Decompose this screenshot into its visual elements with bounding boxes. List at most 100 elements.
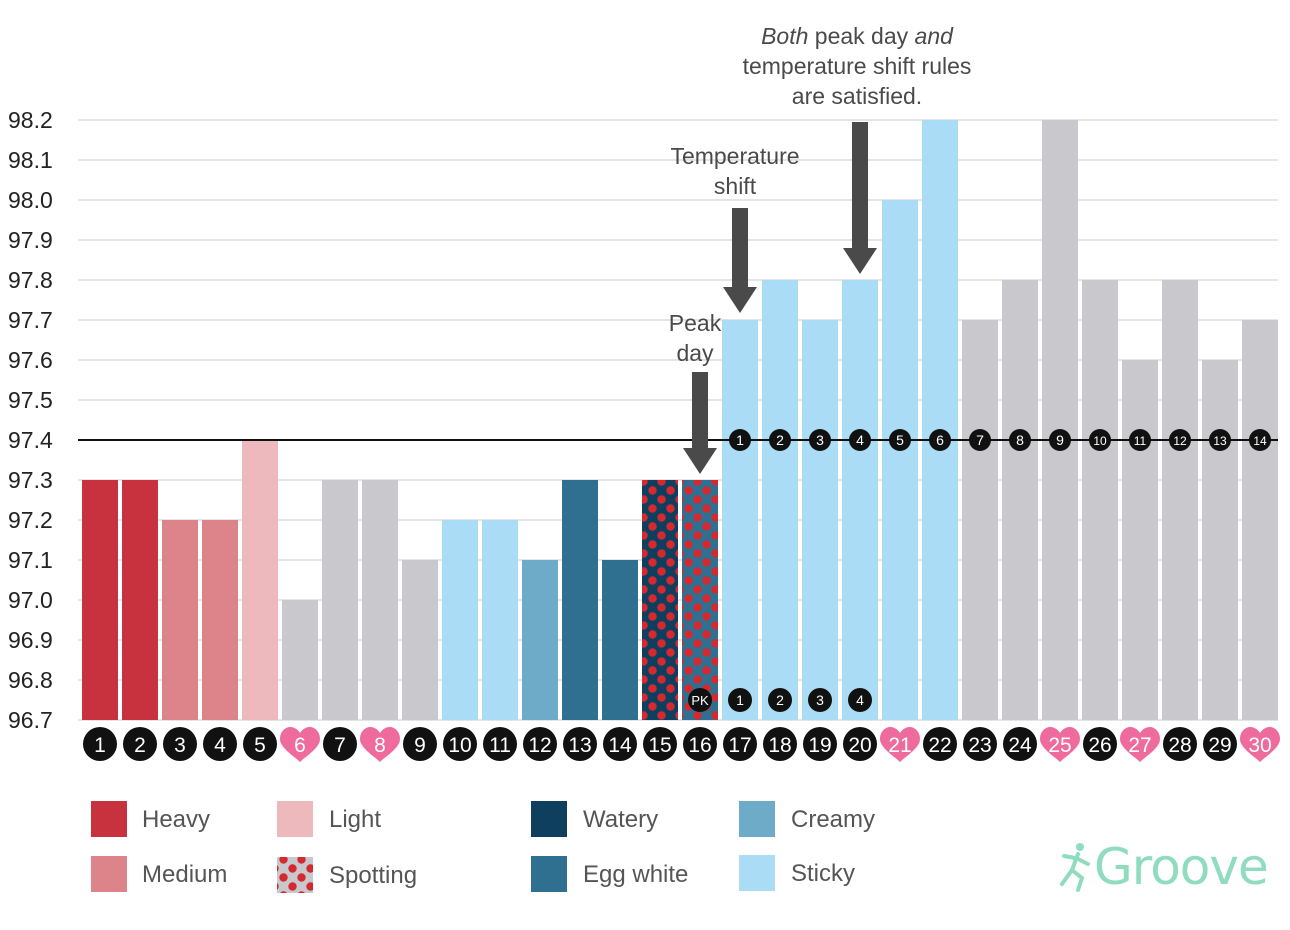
post-peak-count-label: PK: [691, 693, 709, 708]
x-tick-label: 23: [968, 734, 991, 757]
legend-label-spotting: Spotting: [329, 862, 418, 889]
bar-day-20: [842, 280, 878, 720]
day-badge: [1003, 727, 1037, 761]
heart-icon: [1040, 727, 1080, 762]
y-tick-label: 97.2: [8, 507, 53, 533]
coverline-count-label: 4: [856, 432, 864, 448]
x-tick-label: 21: [888, 734, 911, 757]
bar-day-18: [762, 280, 798, 720]
coverline-count-badge: [769, 429, 791, 451]
day-badge: [843, 727, 877, 761]
day-badge: [1203, 727, 1237, 761]
coverline-count-badge: [1049, 429, 1071, 451]
coverline-count-badge: [1249, 429, 1271, 451]
coverline-count-label: 1: [736, 432, 744, 448]
bar-day-5: [242, 440, 278, 720]
coverline-count-label: 10: [1093, 434, 1107, 448]
bar-day-15: [642, 480, 678, 720]
bar-day-25: [1042, 120, 1078, 720]
y-tick-label: 98.1: [8, 147, 53, 173]
legend-swatch-heavy: [91, 801, 127, 837]
peak-day-badge: [688, 688, 712, 712]
coverline-count-label: 5: [896, 432, 904, 448]
annotation-both-rules: Both peak day and temperature shift rule…: [700, 21, 1014, 111]
legend-item-light: Light: [329, 802, 381, 838]
bar-day-12: [522, 560, 558, 720]
day-badge: [1083, 727, 1117, 761]
x-tick-label: 4: [214, 734, 226, 757]
day-badge: [723, 727, 757, 761]
coverline-count-badge: [1089, 429, 1111, 451]
coverline-count-badge: [929, 429, 951, 451]
annotation-arrow-head: [843, 248, 877, 274]
x-tick-label: 1: [94, 734, 106, 757]
y-tick-label: 97.9: [8, 227, 53, 253]
bar-day-23: [962, 320, 998, 720]
legend-label-light: Light: [329, 806, 382, 833]
coverline-count-badge: [969, 429, 991, 451]
annotation-peak-line2: day: [676, 340, 714, 366]
annotation-arrow-shaft: [692, 372, 708, 448]
bar-day-2: [122, 480, 158, 720]
y-tick-label: 97.0: [8, 587, 53, 613]
coverline-count-badge: [849, 429, 871, 451]
day-badge: [203, 727, 237, 761]
day-badge: [683, 727, 717, 761]
x-tick-label: 14: [608, 734, 632, 757]
coverline-count-label: 14: [1253, 434, 1267, 448]
legend-swatch-creamy: [739, 801, 775, 837]
heart-icon: [360, 727, 400, 762]
x-tick-label: 30: [1248, 734, 1271, 757]
bar-day-22: [922, 120, 958, 720]
legend-item-eggwhite: Egg white: [583, 857, 688, 893]
legend-label-sticky: Sticky: [791, 860, 856, 887]
bar-day-24: [1002, 280, 1038, 720]
x-tick-label: 9: [414, 734, 426, 757]
annotation-temperature-shift: Temperature shift: [650, 141, 820, 201]
x-tick-label: 5: [254, 734, 266, 757]
coverline-count-label: 12: [1173, 434, 1187, 448]
day-badge: [243, 727, 277, 761]
post-peak-count-badge: [808, 688, 832, 712]
day-badge: [803, 727, 837, 761]
legend-item-sticky: Sticky: [791, 856, 855, 892]
day-badge: [763, 727, 797, 761]
brand-logo: Groove: [1058, 836, 1269, 898]
y-tick-label: 97.6: [8, 347, 53, 373]
annotation-arrow-head: [723, 287, 757, 313]
coverline-count-badge: [1209, 429, 1231, 451]
post-peak-count-badge: [848, 688, 872, 712]
x-tick-label: 7: [334, 734, 346, 757]
coverline-count-badge: [1129, 429, 1151, 451]
heart-icon: [1240, 727, 1280, 762]
day-badge: [603, 727, 637, 761]
x-tick-label: 12: [528, 734, 551, 757]
bar-day-27: [1122, 360, 1158, 720]
y-tick-label: 97.1: [8, 547, 53, 573]
annotation-peak-line1: Peak: [668, 310, 722, 336]
legend-swatch-sticky: [739, 855, 775, 891]
annotation-both-word: Both: [761, 23, 809, 49]
coverline-count-label: 9: [1056, 432, 1064, 448]
legend-label-creamy: Creamy: [791, 806, 876, 833]
annotation-shift-line2: shift: [713, 173, 757, 199]
day-badge: [323, 727, 357, 761]
x-tick-label: 11: [489, 734, 511, 757]
bar-day-16: [682, 480, 718, 720]
day-badge: [163, 727, 197, 761]
post-peak-count-badge: [728, 688, 752, 712]
x-tick-label: 22: [928, 734, 951, 757]
bar-day-17: [722, 320, 758, 720]
post-peak-count-label: 4: [856, 692, 864, 708]
heart-icon: [280, 727, 320, 762]
legend-item-spotting: Spotting: [329, 858, 417, 894]
bar-day-13: [562, 480, 598, 720]
x-tick-label: 26: [1088, 734, 1111, 757]
y-tick-label: 98.0: [8, 187, 53, 213]
coverline-count-badge: [1169, 429, 1191, 451]
annotation-both-and: and: [914, 23, 953, 49]
y-tick-label: 97.4: [8, 427, 53, 453]
day-badge: [1163, 727, 1197, 761]
legend-swatch-medium: [91, 856, 127, 892]
